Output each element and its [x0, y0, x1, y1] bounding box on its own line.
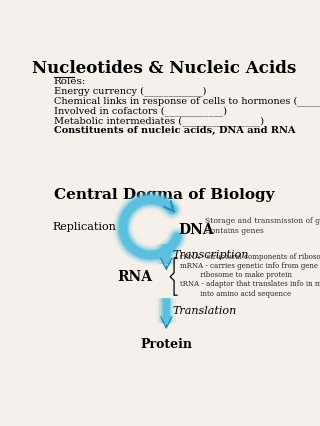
Text: Central Dogma of Biology: Central Dogma of Biology [54, 188, 274, 202]
Text: rRNA - structural components of ribosomes
mRNA - carries genetic info from gene : rRNA - structural components of ribosome… [180, 253, 320, 298]
Text: Constituents of nucleic acids, DNA and RNA: Constituents of nucleic acids, DNA and R… [54, 126, 295, 135]
Text: Transcription: Transcription [172, 250, 249, 260]
Text: Replication: Replication [53, 222, 117, 233]
Text: Chemical links in response of cells to hormones (_______): Chemical links in response of cells to h… [54, 96, 320, 106]
Text: Protein: Protein [140, 338, 192, 351]
Text: DNA: DNA [179, 223, 214, 237]
Text: Metabolic intermediates (________________): Metabolic intermediates (_______________… [54, 116, 264, 126]
Text: Storage and transmission of genetic info
Contains genes: Storage and transmission of genetic info… [205, 217, 320, 235]
Text: Energy currency (____________): Energy currency (____________) [54, 86, 206, 95]
Text: Roles:: Roles: [54, 77, 86, 86]
Text: Nucleotides & Nucleic Acids: Nucleotides & Nucleic Acids [32, 60, 296, 77]
Text: Involved in cofactors (____________): Involved in cofactors (____________) [54, 106, 227, 115]
Text: Translation: Translation [172, 306, 237, 317]
Text: RNA: RNA [117, 270, 152, 284]
